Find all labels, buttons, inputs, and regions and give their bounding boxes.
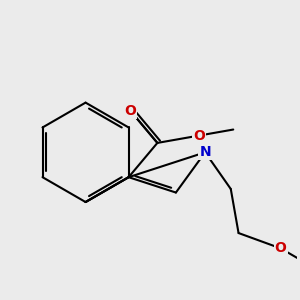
Text: O: O [124, 103, 136, 118]
Text: O: O [193, 129, 205, 142]
Text: O: O [275, 241, 286, 255]
Text: N: N [199, 145, 211, 159]
